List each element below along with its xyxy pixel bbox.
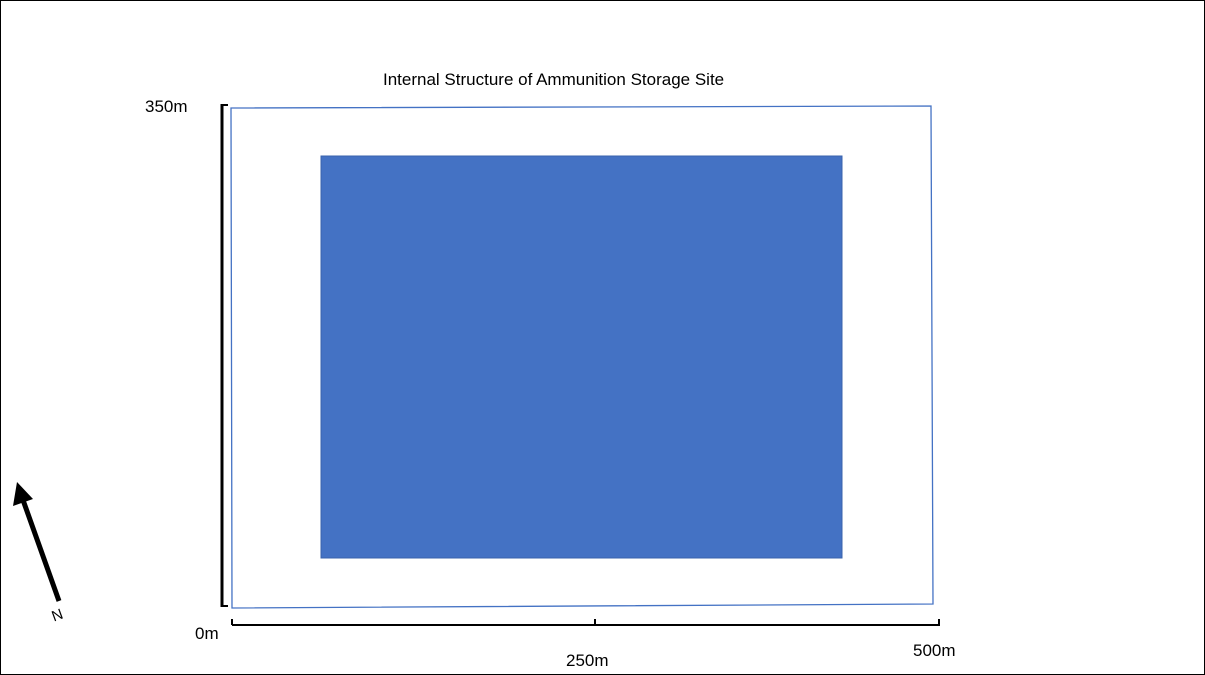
origin-label: 0m: [195, 624, 219, 643]
y-axis: [220, 104, 228, 607]
north-arrow-icon: [13, 482, 62, 602]
x-axis-mid-label: 250m: [566, 651, 609, 670]
x-axis: [231, 619, 940, 626]
y-axis-top-label: 350m: [145, 97, 188, 116]
diagram-title: Internal Structure of Ammunition Storage…: [383, 70, 725, 89]
x-axis-end-label: 500m: [913, 641, 956, 660]
storage-block: [320, 155, 843, 559]
